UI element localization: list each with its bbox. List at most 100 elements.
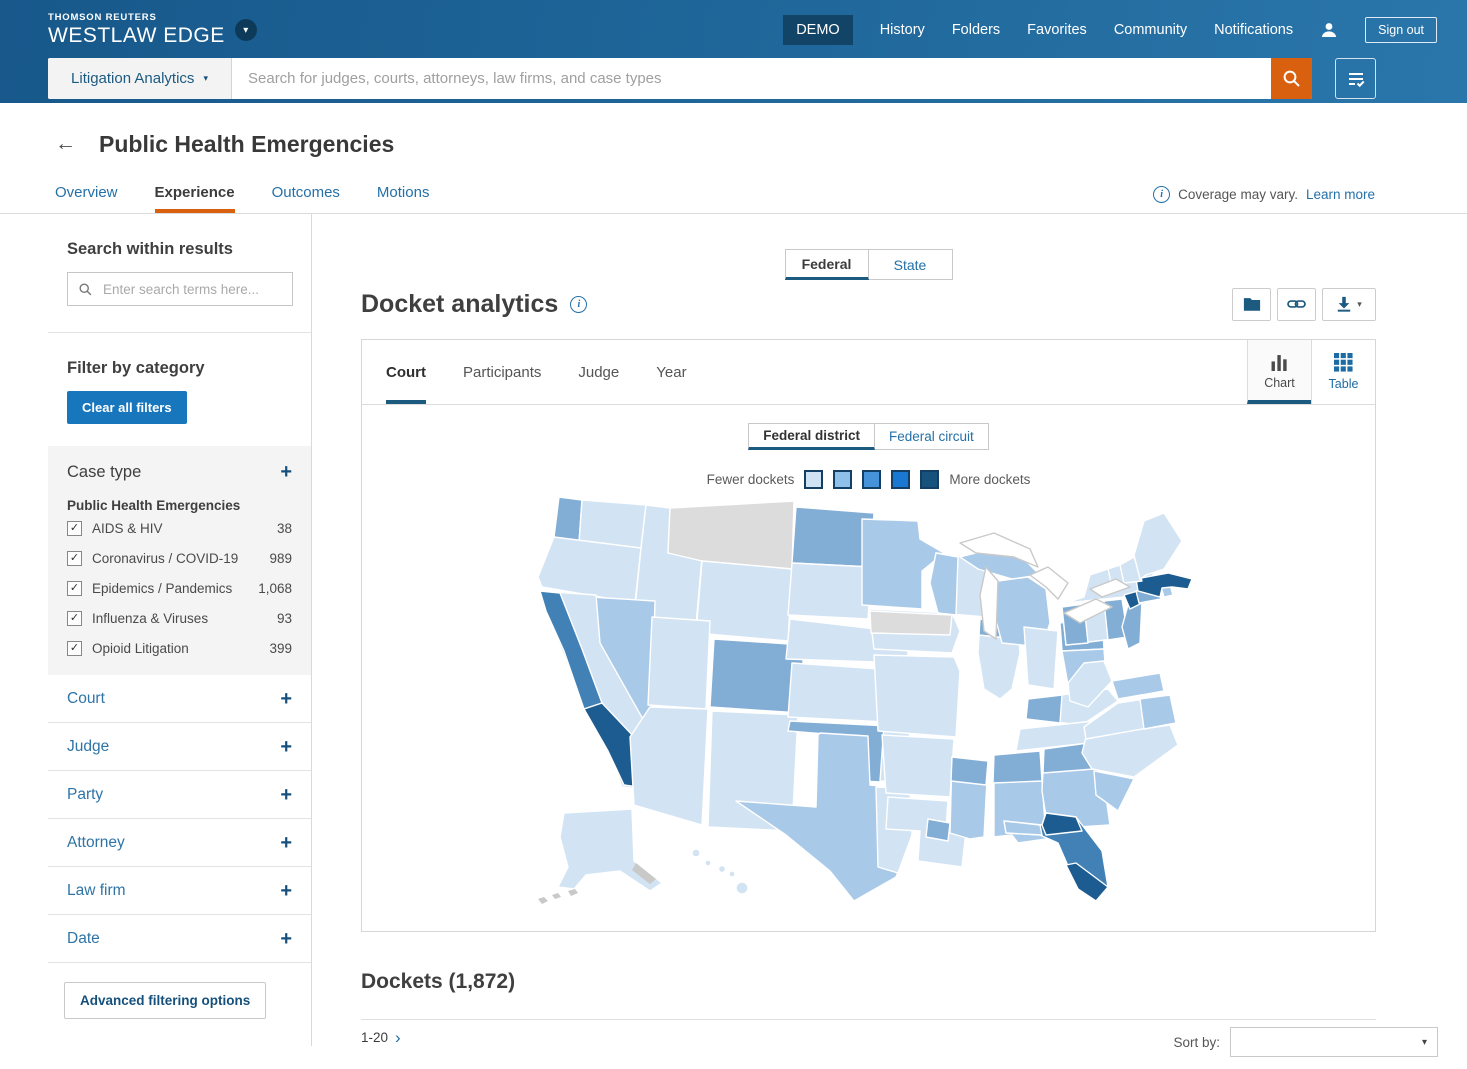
sort-select[interactable]: ▾ <box>1230 1027 1438 1057</box>
learn-more-link[interactable]: Learn more <box>1305 187 1375 202</box>
map-region-arkansas[interactable] <box>880 734 955 798</box>
map-region-missouri[interactable] <box>872 654 961 738</box>
map-region-texas[interactable] <box>734 732 913 902</box>
sidebar-section-party[interactable]: Party + <box>48 771 311 819</box>
save-to-folder-button[interactable] <box>1232 287 1271 321</box>
expand-icon[interactable]: + <box>280 783 292 806</box>
coverage-note: Coverage may vary. <box>1178 187 1298 202</box>
map-region-virginia-east[interactable] <box>1138 694 1177 730</box>
tab-outcomes[interactable]: Outcomes <box>271 184 340 201</box>
map-region-hawaii[interactable] <box>734 881 749 895</box>
checkbox-opioid[interactable]: ✓ <box>67 640 82 656</box>
search-within-input[interactable] <box>101 280 282 298</box>
sidebar-section-date[interactable]: Date + <box>48 915 311 963</box>
map-region-south-carolina[interactable] <box>1092 770 1135 812</box>
card-tab-court[interactable]: Court <box>386 340 426 404</box>
tab-experience[interactable]: Experience <box>154 184 235 213</box>
map-region-hawaii[interactable] <box>717 864 726 874</box>
download-icon <box>1338 296 1351 312</box>
map-region-florida-north[interactable] <box>1040 812 1083 836</box>
map-region-arizona[interactable] <box>628 706 709 826</box>
card-tab-participants[interactable]: Participants <box>463 363 542 381</box>
global-search-input[interactable] <box>232 58 1271 99</box>
map-region-kentucky-west[interactable] <box>1024 694 1063 724</box>
expand-icon[interactable]: + <box>280 879 292 902</box>
tab-overview[interactable]: Overview <box>55 184 118 201</box>
tab-motions[interactable]: Motions <box>376 184 430 201</box>
next-page-icon[interactable]: › <box>395 1028 401 1047</box>
sidebar-section-law-firm[interactable]: Law firm + <box>48 867 311 915</box>
card-tab-year[interactable]: Year <box>656 363 687 381</box>
expand-icon[interactable]: + <box>280 687 292 710</box>
toggle-federal-circuit[interactable]: Federal circuit <box>875 423 989 450</box>
user-account-icon[interactable] <box>1320 21 1338 39</box>
advanced-filtering-button[interactable]: Advanced filtering options <box>64 982 267 1019</box>
legend-swatch-2 <box>833 470 853 489</box>
filter-sidebar: Search within results Filter by category… <box>0 214 312 1046</box>
map-region-maryland[interactable] <box>1110 672 1165 700</box>
map-region-washington-west[interactable] <box>552 496 583 544</box>
map-region-north-carolina[interactable] <box>1080 724 1179 778</box>
us-district-choropleth-map[interactable] <box>524 491 1214 931</box>
toggle-state[interactable]: State <box>868 249 953 280</box>
map-region-massachusetts[interactable] <box>1134 572 1193 598</box>
clear-all-filters-button[interactable]: Clear all filters <box>67 391 187 424</box>
sign-out-button[interactable]: Sign out <box>1365 17 1437 43</box>
checkbox-influenza[interactable]: ✓ <box>67 610 82 626</box>
sidebar-section-judge[interactable]: Judge + <box>48 723 311 771</box>
toggle-federal[interactable]: Federal <box>784 249 869 280</box>
map-region-hawaii[interactable] <box>690 848 701 858</box>
map-region-utah[interactable] <box>646 616 711 710</box>
map-region-south-dakota[interactable] <box>786 562 872 620</box>
map-region-alabama-north[interactable] <box>991 750 1043 784</box>
expand-icon[interactable]: + <box>280 735 292 758</box>
info-icon[interactable]: i <box>570 295 588 313</box>
nav-favorites[interactable]: Favorites <box>1027 22 1087 38</box>
expand-case-type-icon[interactable]: + <box>280 461 292 483</box>
copy-link-button[interactable] <box>1277 287 1316 321</box>
map-region-minnesota[interactable] <box>860 518 945 610</box>
table-view-button[interactable]: Table <box>1311 340 1375 404</box>
map-region-louisiana-middle[interactable] <box>924 818 951 842</box>
nav-demo[interactable]: DEMO <box>783 15 853 45</box>
filter-heading: Filter by category <box>67 359 205 377</box>
nav-folders[interactable]: Folders <box>951 22 1001 38</box>
map-region-mississippi-north[interactable] <box>949 756 989 786</box>
product-switcher-icon[interactable]: ▾ <box>234 19 257 41</box>
card-tab-judge[interactable]: Judge <box>578 363 620 381</box>
checklist-button[interactable] <box>1335 58 1376 99</box>
case-type-group-label: Public Health Emergencies <box>67 498 241 513</box>
nav-history[interactable]: History <box>879 22 925 38</box>
map-region-indiana[interactable] <box>1022 626 1059 690</box>
map-region-hawaii[interactable] <box>727 870 736 878</box>
nav-community[interactable]: Community <box>1113 22 1188 38</box>
map-region-wisconsin-west[interactable] <box>928 552 959 616</box>
toggle-federal-district[interactable]: Federal district <box>748 423 875 450</box>
expand-icon[interactable]: + <box>280 831 292 854</box>
sort-label: Sort by: <box>1173 1034 1220 1050</box>
checkbox-aids-hiv[interactable]: ✓ <box>67 520 82 536</box>
chart-view-button[interactable]: Chart <box>1247 340 1311 404</box>
legend-swatch-4 <box>891 470 911 489</box>
search-button[interactable] <box>1271 58 1312 99</box>
legend-swatch-1 <box>804 470 824 489</box>
expand-icon[interactable]: + <box>280 927 292 950</box>
search-scope-dropdown[interactable]: Litigation Analytics ▾ <box>48 58 232 99</box>
sidebar-section-attorney[interactable]: Attorney + <box>48 819 311 867</box>
map-region-florida-panhandle[interactable] <box>1002 820 1043 836</box>
map-region-hawaii[interactable] <box>703 859 712 867</box>
map-region-new-hampshire[interactable] <box>1118 556 1143 584</box>
checkbox-coronavirus[interactable]: ✓ <box>67 550 82 566</box>
map-region-maine[interactable] <box>1132 512 1183 580</box>
case-type-item-label: Influenza & Viruses <box>92 610 209 626</box>
map-region-wyoming[interactable] <box>694 560 793 642</box>
back-arrow-icon[interactable]: ← <box>55 132 76 155</box>
divider <box>361 1019 1376 1020</box>
checkbox-epidemics[interactable]: ✓ <box>67 580 82 596</box>
nav-notifications[interactable]: Notifications <box>1214 22 1294 38</box>
download-button[interactable]: ▾ <box>1322 287 1376 321</box>
sidebar-section-court[interactable]: Court + <box>48 675 311 723</box>
case-type-label: Case type <box>67 462 142 481</box>
map-region-florida-south[interactable] <box>1064 862 1109 902</box>
map-region-iowa-north[interactable] <box>868 610 953 636</box>
